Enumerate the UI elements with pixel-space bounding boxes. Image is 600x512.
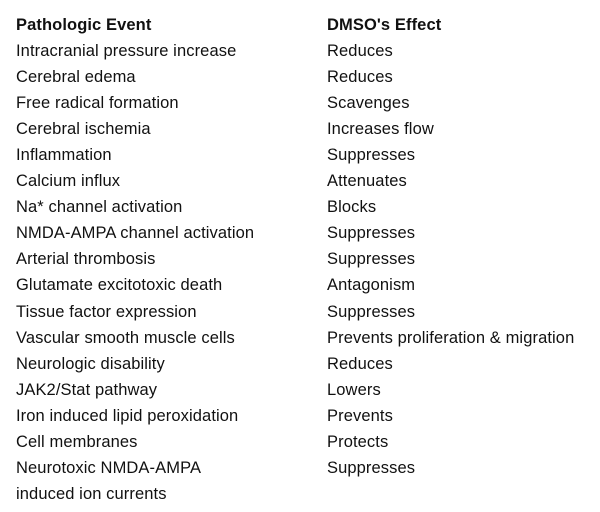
- event-cell: Cell membranes: [16, 433, 138, 452]
- effect-cell: Protects: [327, 433, 389, 452]
- effect-cell: Prevents proliferation & migration: [327, 328, 575, 347]
- table-row: Cerebral ischemia Increases flow: [16, 116, 596, 142]
- table-row: Calcium influx Attenuates: [16, 169, 596, 195]
- event-cell: Na* channel activation: [16, 198, 183, 217]
- table-row: induced ion currents: [16, 482, 596, 508]
- event-cell: Vascular smooth muscle cells: [16, 328, 235, 347]
- table-row: Neurotoxic NMDA-AMPA Suppresses: [16, 456, 596, 482]
- event-cell: NMDA-AMPA channel activation: [16, 224, 255, 243]
- event-cell: Iron induced lipid peroxidation: [16, 406, 239, 425]
- effect-cell: Scavenges: [327, 93, 410, 112]
- effect-cell: Reduces: [327, 354, 393, 373]
- effect-cell: Blocks: [327, 198, 377, 217]
- table-row: Iron induced lipid peroxidation Prevents: [16, 403, 596, 429]
- event-cell: JAK2/Stat pathway: [16, 380, 158, 399]
- header-dmso-effect: DMSO's Effect: [327, 15, 442, 34]
- effect-cell: Attenuates: [327, 172, 407, 191]
- event-cell: Cerebral ischemia: [16, 119, 151, 138]
- event-cell: Intracranial pressure increase: [16, 41, 237, 60]
- table-row: Cell membranes Protects: [16, 430, 596, 456]
- table-header-row: Pathologic Event DMSO's Effect: [16, 12, 596, 38]
- event-cell: Inflammation: [16, 146, 112, 165]
- effect-cell: Suppresses: [327, 302, 416, 321]
- event-cell: induced ion currents: [16, 485, 167, 504]
- table-row: JAK2/Stat pathway Lowers: [16, 377, 596, 403]
- event-cell: Cerebral edema: [16, 67, 136, 86]
- event-cell: Neurotoxic NMDA-AMPA: [16, 459, 202, 478]
- effect-cell: Increases flow: [327, 119, 434, 138]
- event-cell: Free radical formation: [16, 93, 179, 112]
- event-cell: Calcium influx: [16, 172, 121, 191]
- effect-cell: Suppresses: [327, 146, 416, 165]
- event-cell: Arterial thrombosis: [16, 250, 156, 269]
- table-row: Free radical formation Scavenges: [16, 90, 596, 116]
- table-row: Inflammation Suppresses: [16, 142, 596, 168]
- table-row: Intracranial pressure increase Reduces: [16, 38, 596, 64]
- table-row: Cerebral edema Reduces: [16, 64, 596, 90]
- table-row: Tissue factor expression Suppresses: [16, 299, 596, 325]
- table-row: Neurologic disability Reduces: [16, 351, 596, 377]
- event-cell: Glutamate excitotoxic death: [16, 276, 223, 295]
- table-row: Na* channel activation Blocks: [16, 195, 596, 221]
- header-pathologic-event: Pathologic Event: [16, 15, 152, 34]
- effect-cell: Reduces: [327, 67, 393, 86]
- effects-table: Pathologic Event DMSO's Effect Intracran…: [16, 12, 596, 508]
- table-row: Glutamate excitotoxic death Antagonism: [16, 273, 596, 299]
- effect-cell: Prevents: [327, 406, 393, 425]
- table-row: Vascular smooth muscle cells Prevents pr…: [16, 325, 596, 351]
- effect-cell: Reduces: [327, 41, 393, 60]
- table-row: Arterial thrombosis Suppresses: [16, 247, 596, 273]
- effect-cell: Lowers: [327, 380, 381, 399]
- event-cell: Neurologic disability: [16, 354, 165, 373]
- effect-cell: Suppresses: [327, 459, 416, 478]
- table-row: NMDA-AMPA channel activation Suppresses: [16, 221, 596, 247]
- effect-cell: Suppresses: [327, 224, 416, 243]
- effect-cell: Antagonism: [327, 276, 416, 295]
- effect-cell: Suppresses: [327, 250, 416, 269]
- event-cell: Tissue factor expression: [16, 302, 197, 321]
